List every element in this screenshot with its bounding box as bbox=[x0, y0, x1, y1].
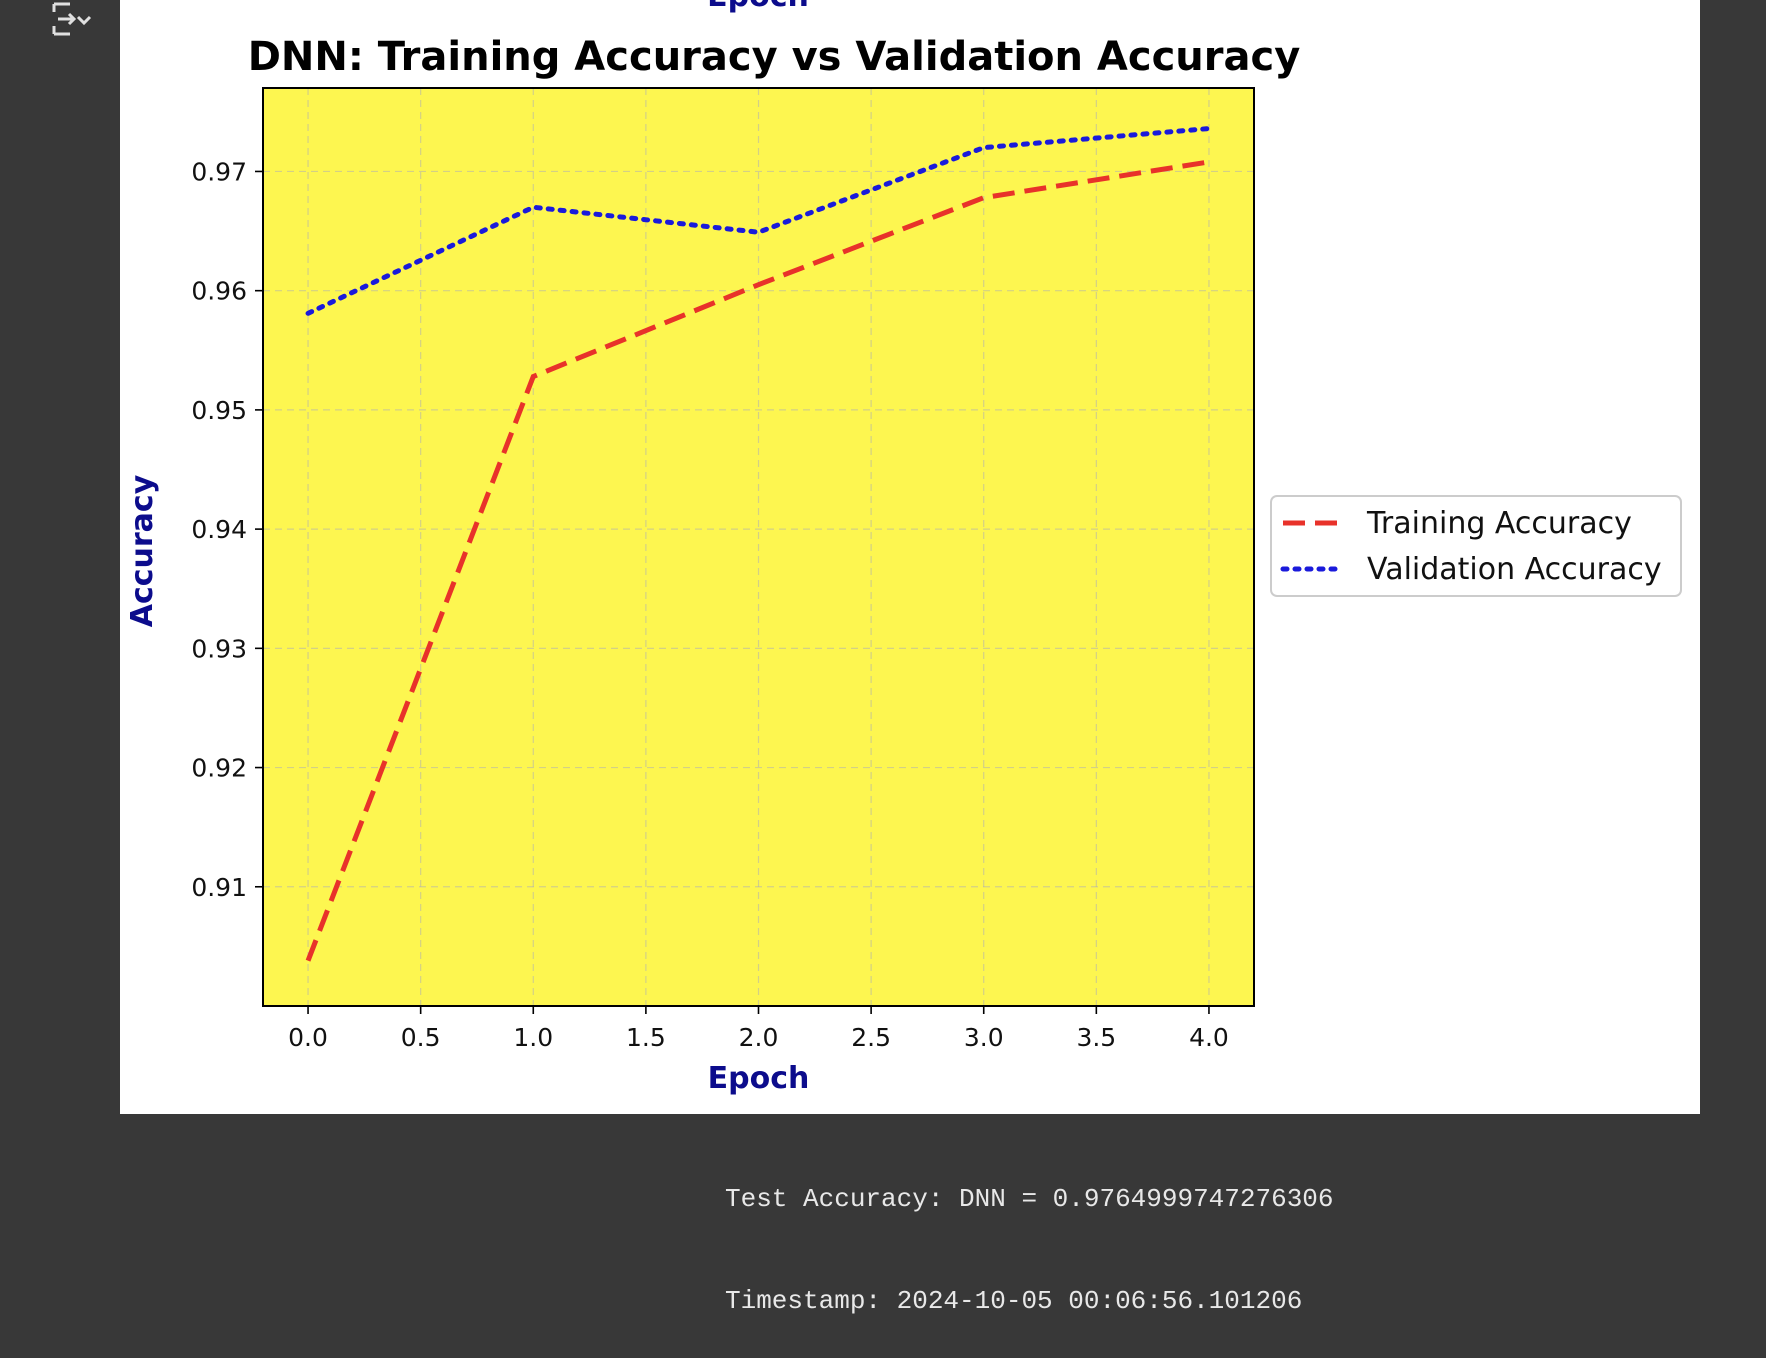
x-tick-label: 0.0 bbox=[288, 1023, 328, 1052]
legend-label: Training Accuracy bbox=[1366, 506, 1632, 541]
output-collapse-icon[interactable] bbox=[48, 0, 96, 42]
y-tick-label: 0.94 bbox=[191, 515, 247, 544]
series-line-validation bbox=[305, 126, 1212, 316]
accuracy-chart: Epoch 0.0 0.5 1.0 1.5 2.0 2.5 3.0 3.5 4.0 0.91 0.92… bbox=[125, 0, 1682, 1096]
previous-figure-xlabel: Epoch bbox=[707, 0, 809, 14]
x-axis-label: Epoch bbox=[708, 1061, 810, 1096]
y-tick-label: 0.95 bbox=[191, 396, 247, 425]
x-tick-label: 3.5 bbox=[1076, 1023, 1116, 1052]
x-tick-label: 1.0 bbox=[513, 1023, 553, 1052]
y-axis-label: Accuracy bbox=[125, 474, 160, 627]
x-tick-label: 0.5 bbox=[401, 1023, 441, 1052]
y-tick-label: 0.92 bbox=[191, 754, 247, 783]
x-tick-label: 2.5 bbox=[851, 1023, 891, 1052]
x-tick-label: 2.0 bbox=[739, 1023, 779, 1052]
x-tick-label: 4.0 bbox=[1189, 1023, 1229, 1052]
legend-label: Validation Accuracy bbox=[1367, 552, 1662, 587]
legend-box bbox=[1270, 495, 1682, 597]
series-line-training bbox=[305, 159, 1210, 962]
y-tick-label: 0.93 bbox=[191, 634, 247, 663]
x-tick-label: 3.0 bbox=[964, 1023, 1004, 1052]
timestamp-text: Timestamp: 2024-10-05 00:06:56.101206 bbox=[725, 1286, 1303, 1316]
y-tick-label: 0.96 bbox=[191, 277, 247, 306]
y-tick-label: 0.91 bbox=[191, 873, 247, 902]
x-tick-label: 1.5 bbox=[626, 1023, 666, 1052]
figure-output: Epoch 0.0 0.5 1.0 1.5 2.0 2.5 3.0 3.5 4.0 0.91 0.92… bbox=[120, 0, 1700, 1114]
y-tick-label: 0.97 bbox=[191, 157, 247, 186]
chart-title: DNN: Training Accuracy vs Validation Acc… bbox=[248, 34, 1301, 80]
test-accuracy-text: Test Accuracy: DNN = 0.9764999747276306 bbox=[725, 1184, 1334, 1214]
